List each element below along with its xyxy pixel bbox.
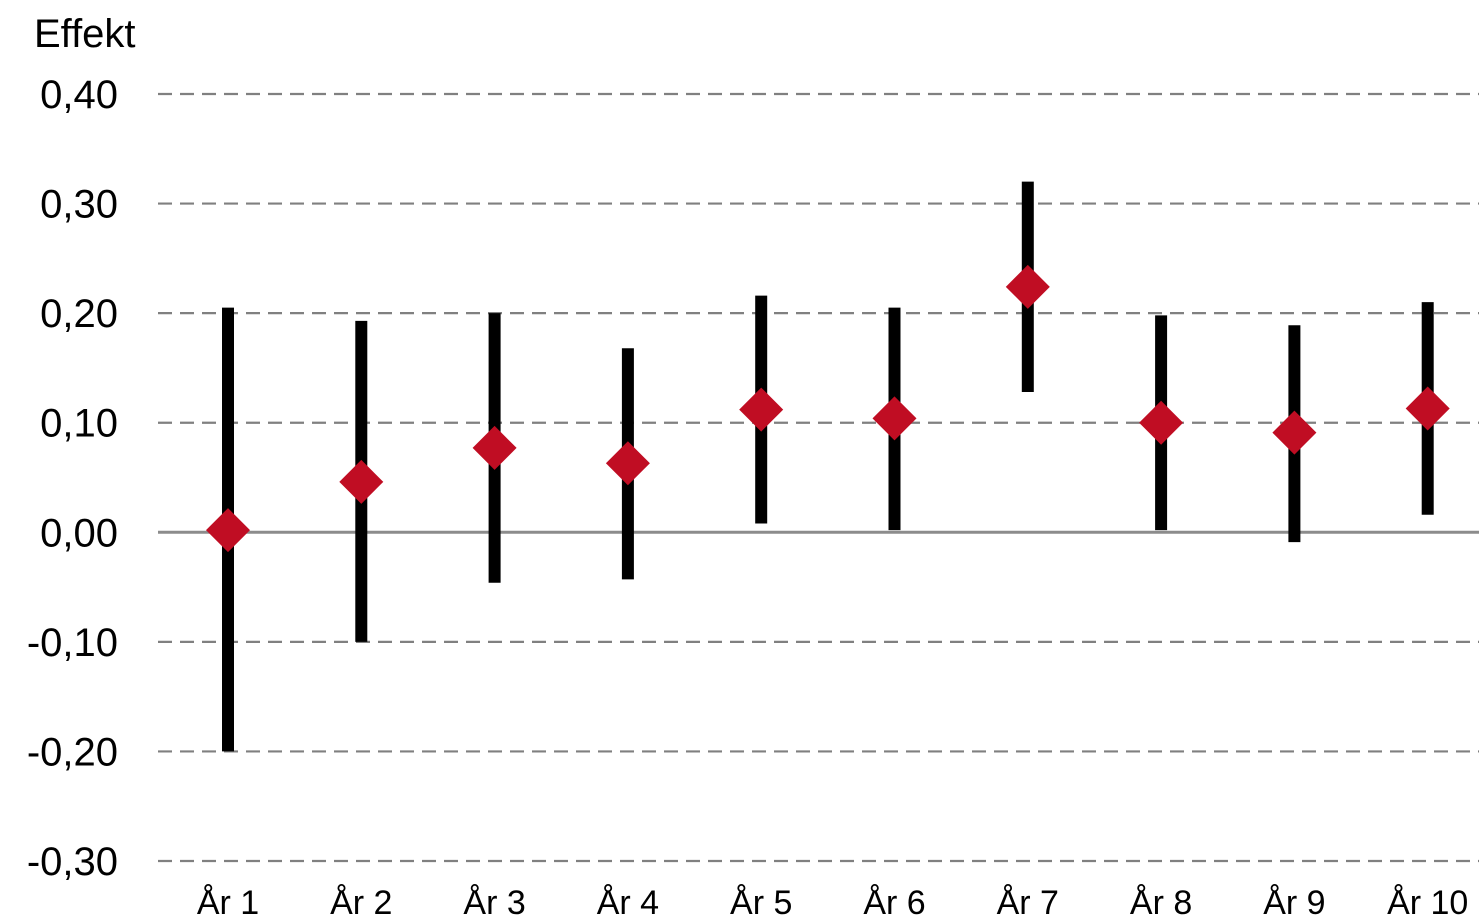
point-marker [472, 425, 517, 470]
point-markers [206, 264, 1450, 553]
point-marker [872, 396, 917, 441]
x-tick-label: År 5 [730, 884, 792, 921]
x-tick-label: År 9 [1263, 884, 1325, 921]
point-marker [739, 387, 784, 432]
point-marker [1272, 410, 1317, 455]
y-tick-label: 0,20 [40, 292, 118, 336]
x-tick-label: År 10 [1387, 884, 1468, 921]
x-tick-label: År 4 [597, 884, 659, 921]
x-tick-label: År 7 [997, 884, 1059, 921]
y-axis-title: Effekt [34, 12, 136, 56]
y-tick-label: 0,00 [40, 511, 118, 555]
y-tick-label: -0,10 [27, 621, 118, 665]
x-tick-label: År 3 [463, 884, 525, 921]
point-marker [1139, 400, 1184, 445]
x-tick-label: År 2 [330, 884, 392, 921]
y-tick-label: 0,40 [40, 73, 118, 117]
x-tick-label: År 6 [863, 884, 925, 921]
x-axis-labels: År 1 År 2 År 3 År 4 År 5 År 6 År 7 År 8 År 9 År 1… [197, 884, 1469, 921]
point-marker [1405, 386, 1450, 431]
point-marker [1005, 264, 1050, 309]
point-marker [339, 459, 384, 504]
gridlines [158, 92, 1479, 863]
y-tick-label: -0,20 [27, 730, 118, 774]
point-marker [206, 508, 250, 553]
error-bars [222, 181, 1434, 752]
point-marker [605, 441, 650, 486]
x-tick-label: År 8 [1130, 884, 1192, 921]
y-axis-ticks: 0,40 0,30 0,20 0,10 0,00 -0,10 -0,20 -0,30 [27, 73, 118, 884]
y-tick-label: 0,30 [40, 183, 118, 227]
x-tick-label: År 1 [197, 884, 259, 921]
y-tick-label: -0,30 [27, 840, 118, 884]
y-tick-label: 0,10 [40, 402, 118, 446]
